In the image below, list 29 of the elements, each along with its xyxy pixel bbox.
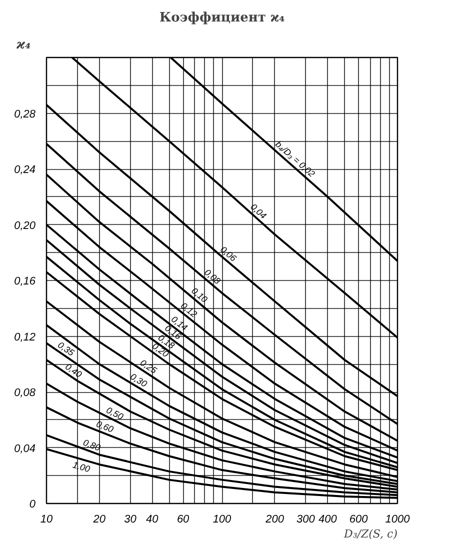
x-tick-label: 30 — [124, 514, 138, 526]
y-tick-label: 0,24 — [14, 164, 36, 176]
chart-title: Коэффициент ϰ₄ — [159, 10, 285, 26]
y-tick-label: 0,28 — [14, 108, 36, 120]
text: 1,00 — [72, 460, 92, 474]
text: 0,80 — [82, 437, 102, 453]
x-tick-label: 10 — [40, 514, 54, 526]
y-tick-label: 0,16 — [14, 276, 36, 288]
x-tick-label: 1000 — [385, 514, 411, 526]
x-tick-label: 20 — [92, 514, 106, 526]
x-axis-title: D₃/Z(S, c) — [343, 528, 398, 540]
x-tick-label: 40 — [146, 514, 160, 526]
y-tick-label: 0,08 — [14, 387, 36, 399]
x-tick-label: 300 — [296, 514, 316, 526]
x-tick-label: 400 — [318, 514, 338, 526]
x-tick-label: 100 — [212, 514, 232, 526]
text: 0,40 — [64, 362, 84, 380]
text: 0,35 — [56, 340, 77, 358]
y-tick-label: 0 — [29, 498, 36, 510]
text: 0,08 — [202, 267, 222, 286]
x-tick-label: 60 — [176, 514, 190, 526]
y-tick-label: 0,12 — [14, 331, 36, 344]
y-axis-title: ϰ₄ — [16, 38, 32, 52]
x-tick-label: 600 — [349, 514, 369, 526]
y-tick-label: 0,04 — [14, 442, 36, 455]
y-tick-label: 0,20 — [14, 220, 36, 232]
text: 0,06 — [218, 244, 238, 264]
text: 0,04 — [248, 202, 268, 221]
x-tick-label: 200 — [264, 514, 285, 526]
